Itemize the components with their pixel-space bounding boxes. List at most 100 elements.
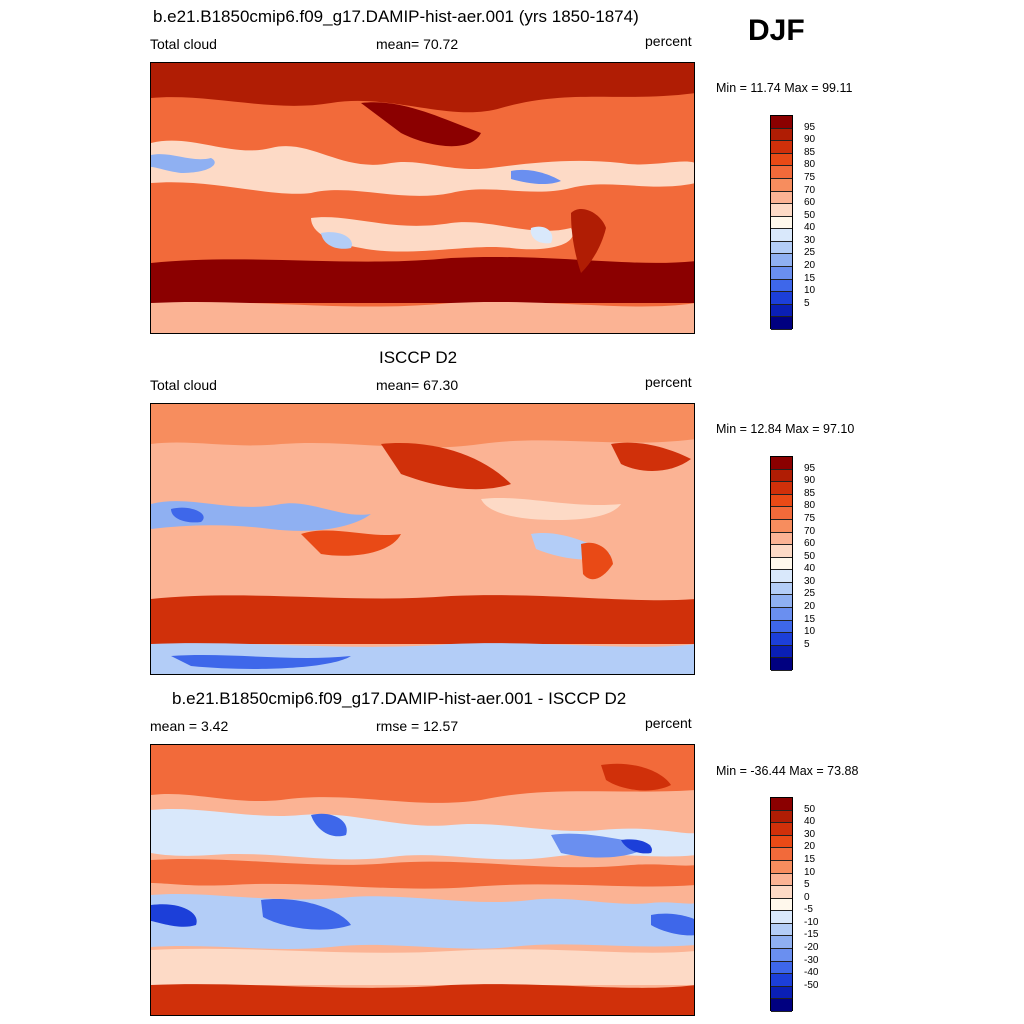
colorbar-tick-label: 75 [804,512,816,524]
model-units-label: percent [645,33,692,49]
colorbar-tick-label: 5 [804,297,810,309]
colorbar-tick-label: 80 [804,500,816,512]
colorbar-tick-label: 30 [804,234,816,246]
colorbar-tick-label: -40 [804,967,819,979]
colorbar-swatch [771,482,792,495]
colorbar-tick-label: 90 [804,134,816,146]
colorbar-tick-label: 70 [804,525,816,537]
colorbar-tick-label: 25 [804,588,816,600]
colorbar-swatch [771,204,792,217]
colorbar-swatch [771,898,792,912]
diff-colorbar [770,797,793,1012]
colorbar-swatch [771,128,792,142]
colorbar-swatch [771,620,792,634]
colorbar-tick-label: 15 [804,613,816,625]
colorbar-tick-label: 5 [804,638,810,650]
model-variable-label: Total cloud [150,36,217,52]
diff-panel-title: b.e21.B1850cmip6.f09_g17.DAMIP-hist-aer.… [172,689,627,708]
colorbar-tick-label: 95 [804,462,816,474]
diff-map [150,744,695,1016]
colorbar-tick-label: 20 [804,601,816,613]
colorbar-swatch [771,848,792,861]
colorbar-tick-label: 60 [804,538,816,550]
colorbar-tick-label: 80 [804,159,816,171]
colorbar-swatch [771,974,792,987]
colorbar-swatch [771,886,792,899]
colorbar-swatch [771,153,792,167]
colorbar-swatch [771,923,792,937]
colorbar-swatch [771,961,792,975]
diff-rmse-label: rmse = 12.57 [376,718,459,734]
colorbar-tick-label: 50 [804,550,816,562]
colorbar-tick-label: 10 [804,285,816,297]
colorbar-swatch [771,986,792,1000]
colorbar-swatch [771,178,792,192]
diff-minmax-label: Min = -36.44 Max = 73.88 [716,764,859,778]
colorbar-swatch [771,798,792,811]
colorbar-swatch [771,810,792,824]
colorbar-swatch [771,582,792,596]
colorbar-tick-label: 75 [804,171,816,183]
model-minmax-label: Min = 11.74 Max = 99.11 [716,81,853,95]
colorbar-swatch [771,545,792,558]
colorbar-tick-label: 50 [804,209,816,221]
colorbar-tick-label: 20 [804,841,816,853]
colorbar-tick-label: 30 [804,828,816,840]
colorbar-swatch [771,557,792,571]
obs-variable-label: Total cloud [150,377,217,393]
colorbar-tick-label: -10 [804,916,819,928]
colorbar-swatch [771,141,792,154]
colorbar-tick-label: -20 [804,942,819,954]
colorbar-tick-label: -30 [804,954,819,966]
model-map [150,62,695,334]
colorbar-tick-label: 15 [804,272,816,284]
colorbar-swatch [771,595,792,609]
colorbar-tick-label: 15 [804,853,816,865]
colorbar-swatch [771,823,792,836]
colorbar-swatch [771,873,792,887]
colorbar-swatch [771,835,792,849]
colorbar-swatch [771,645,792,659]
colorbar-tick-label: 50 [804,803,816,815]
obs-panel-title: ISCCP D2 [379,348,458,367]
model-panel-title: b.e21.B1850cmip6.f09_g17.DAMIP-hist-aer.… [153,7,639,26]
colorbar-swatch [771,494,792,508]
colorbar-tick-label: 40 [804,816,816,828]
colorbar-tick-label: 40 [804,222,816,234]
colorbar-tick-label: 0 [804,891,810,903]
model-mean-label: mean= 70.72 [376,36,459,52]
colorbar-tick-label: 70 [804,184,816,196]
colorbar-tick-label: 85 [804,146,816,158]
colorbar-swatch [771,570,792,583]
colorbar-swatch [771,507,792,520]
diff-mean-label: mean = 3.42 [150,718,229,734]
colorbar-swatch [771,317,792,330]
obs-mean-label: mean= 67.30 [376,377,459,393]
colorbar-swatch [771,216,792,230]
colorbar-swatch [771,229,792,242]
colorbar-swatch [771,532,792,546]
colorbar-swatch [771,658,792,671]
colorbar-tick-label: 5 [804,879,810,891]
colorbar-swatch [771,254,792,268]
obs-colorbar [770,456,793,671]
colorbar-swatch [771,911,792,924]
colorbar-swatch [771,267,792,280]
colorbar-swatch [771,860,792,874]
colorbar-swatch [771,936,792,950]
colorbar-swatch [771,116,792,129]
colorbar-tick-label: 10 [804,626,816,638]
colorbar-swatch [771,241,792,255]
colorbar-swatch [771,608,792,621]
colorbar-tick-label: 60 [804,197,816,209]
colorbar-tick-label: 10 [804,866,816,878]
colorbar-swatch [771,166,792,179]
colorbar-tick-label: 30 [804,575,816,587]
colorbar-swatch [771,633,792,646]
colorbar-swatch [771,279,792,293]
obs-minmax-label: Min = 12.84 Max = 97.10 [716,422,855,436]
colorbar-swatch [771,304,792,318]
colorbar-swatch [771,519,792,533]
colorbar-swatch [771,191,792,205]
diff-units-label: percent [645,715,692,731]
